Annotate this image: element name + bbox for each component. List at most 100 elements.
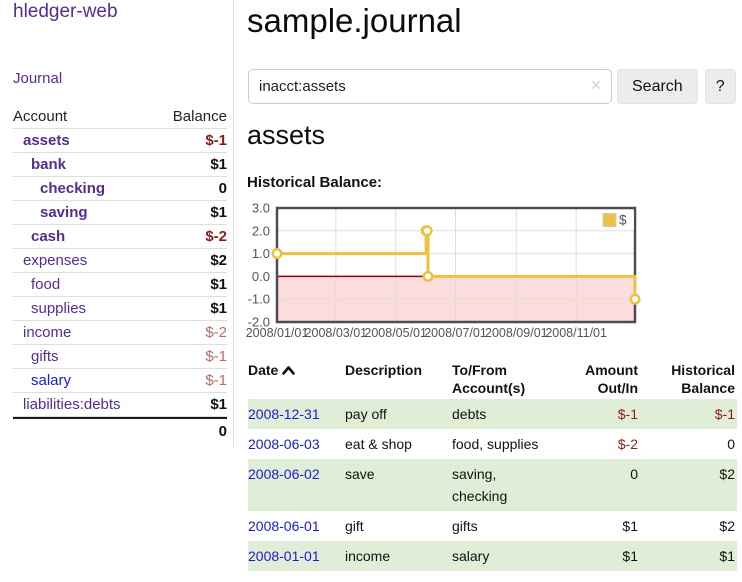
transaction-description: save xyxy=(345,459,452,511)
account-link-food[interactable]: food xyxy=(31,276,61,293)
account-link-supplies[interactable]: supplies xyxy=(31,300,87,317)
x-axis-tick-label: 2008/11/01 xyxy=(545,326,607,340)
search-input[interactable] xyxy=(248,69,612,104)
account-link-checking[interactable]: checking xyxy=(40,180,106,197)
account-link-salary[interactable]: salary xyxy=(31,372,72,389)
data-point-marker xyxy=(422,270,434,282)
chart-title: Historical Balance: xyxy=(247,174,383,191)
column-header-label: Historical Balance xyxy=(671,362,735,396)
register-row: 2008-06-02 save saving, checking 0 $2 xyxy=(248,459,737,511)
historical-balance-chart: 3.0 2.0 1.0 0.0 -1.0 -2.02008/01/012008/03/01… xyxy=(246,201,641,340)
transaction-date-link[interactable]: 2008-12-31 xyxy=(248,406,320,422)
transaction-balance: 0 xyxy=(727,436,735,452)
plot-border xyxy=(275,206,637,324)
account-balance: $1 xyxy=(210,300,227,317)
y-axis-tick-label: 3.0 xyxy=(252,201,270,216)
account-link-income[interactable]: income xyxy=(23,324,72,341)
data-point-marker xyxy=(629,293,641,305)
column-header-label: To/From Account(s) xyxy=(452,362,526,396)
data-point-marker xyxy=(271,248,283,260)
account-link-gifts[interactable]: gifts xyxy=(31,348,59,365)
balance-column-header: Balance xyxy=(172,108,227,125)
account-link-saving[interactable]: saving xyxy=(40,204,88,221)
transaction-accounts: gifts xyxy=(452,518,478,534)
account-row-salary: salary $-1 xyxy=(13,369,227,393)
column-header-description: Description xyxy=(345,359,452,399)
account-link-assets[interactable]: assets xyxy=(23,132,70,149)
register-header-row: Date Description To/From Account(s) Amount … xyxy=(248,359,737,399)
search-box: ✕ xyxy=(248,69,612,104)
account-balance: $-1 xyxy=(205,372,227,389)
transaction-accounts: salary xyxy=(452,541,552,571)
account-link-cash[interactable]: cash xyxy=(31,228,66,245)
transaction-amount: $1 xyxy=(622,518,638,534)
transaction-amount: $-2 xyxy=(617,436,638,452)
account-balance: $-1 xyxy=(205,348,227,365)
account-balance: $-1 xyxy=(205,132,227,149)
y-axis-tick-label: -1.0 xyxy=(248,292,270,307)
column-header-label: Description xyxy=(345,362,423,378)
transaction-accounts: food, supplies xyxy=(452,436,539,452)
column-header-label: Date xyxy=(248,362,279,378)
transaction-date-link[interactable]: 2008-01-01 xyxy=(248,548,320,564)
account-row-gifts: gifts $-1 xyxy=(13,345,227,369)
accounts-table-body: assets $-1 bank $1 checking 0 saving $1 cash $-2 e… xyxy=(13,129,227,417)
page-title: sample.journal xyxy=(247,2,462,39)
sidebar-item-journal[interactable]: Journal xyxy=(13,70,63,87)
data-point-marker xyxy=(421,225,433,237)
transaction-description: gift xyxy=(345,518,364,534)
x-axis-tick-label: 2008/09/01 xyxy=(485,326,548,340)
register-row: 2008-01-01 income salary $1 $1 xyxy=(248,541,737,571)
accounts-table: Account Balance assets $-1 bank $1 checking 0… xyxy=(13,105,227,444)
register-row: 2008-06-03 eat & shop food, supplies $-2 0 xyxy=(248,429,737,459)
register-row: 2008-12-31 pay off debts $-1 $-1 xyxy=(248,399,737,429)
chevron-up-icon xyxy=(282,366,296,375)
search-button[interactable]: Search xyxy=(617,69,698,104)
account-balance: $2 xyxy=(210,252,227,269)
register-row: 2008-06-01 gift gifts $1 $2 xyxy=(248,511,737,541)
transaction-description: eat & shop xyxy=(345,436,412,452)
help-button[interactable]: ? xyxy=(704,69,736,104)
account-column-header: Account xyxy=(13,108,68,125)
accounts-table-header: Account Balance xyxy=(13,105,227,129)
transaction-description: income xyxy=(345,541,452,571)
account-balance: $1 xyxy=(210,204,227,221)
column-header-historical-balance: Historical Balance xyxy=(646,359,737,399)
account-row-saving: saving $1 xyxy=(13,201,227,225)
accounts-total-value: 0 xyxy=(218,423,227,440)
transaction-amount: $-1 xyxy=(552,399,646,429)
main-content: sample.journal ✕ Search ? assets Histori… xyxy=(233,0,742,582)
account-link-liabilities-debts[interactable]: liabilities:debts xyxy=(23,396,121,413)
register-table: Date Description To/From Account(s) Amount … xyxy=(248,359,737,571)
account-row-bank: bank $1 xyxy=(13,153,227,177)
transaction-date-link[interactable]: 2008-06-03 xyxy=(248,436,320,452)
sidebar: hledger-web Journal Account Balance asse… xyxy=(0,0,234,447)
x-axis-tick-label: 2008/07/01 xyxy=(424,326,487,340)
transaction-balance: $2 xyxy=(719,518,735,534)
account-title: assets xyxy=(247,120,326,150)
y-axis-tick-label: -2.0 xyxy=(248,315,270,330)
column-header-label: Amount Out/In xyxy=(585,362,638,396)
clear-search-icon[interactable]: ✕ xyxy=(590,77,602,93)
account-row-food: food $1 xyxy=(13,273,227,297)
y-axis-tick-label: 0.0 xyxy=(252,269,270,284)
account-balance: 0 xyxy=(218,180,227,197)
account-row-liabilities-debts: liabilities:debts $1 xyxy=(13,393,227,417)
x-axis-tick-label: 2008/01/01 xyxy=(246,326,309,340)
transaction-date-link[interactable]: 2008-06-01 xyxy=(248,518,320,534)
transaction-accounts: saving, checking xyxy=(452,459,552,511)
transaction-date-link[interactable]: 2008-06-02 xyxy=(248,466,320,482)
account-link-expenses[interactable]: expenses xyxy=(23,252,88,269)
transaction-balance: $-1 xyxy=(646,399,737,429)
transaction-balance: $1 xyxy=(646,541,737,571)
y-axis-tick-label: 2.0 xyxy=(252,223,270,238)
account-link-bank[interactable]: bank xyxy=(31,156,67,173)
account-balance: $1 xyxy=(210,276,227,293)
column-header-amount-out-in: Amount Out/In xyxy=(552,359,646,399)
app-title-link[interactable]: hledger-web xyxy=(13,1,118,22)
column-header-date[interactable]: Date xyxy=(248,359,345,399)
account-balance: $-2 xyxy=(205,324,227,341)
account-row-expenses: expenses $2 xyxy=(13,249,227,273)
column-header-to-from-account-s: To/From Account(s) xyxy=(452,359,552,399)
account-row-checking: checking 0 xyxy=(13,177,227,201)
